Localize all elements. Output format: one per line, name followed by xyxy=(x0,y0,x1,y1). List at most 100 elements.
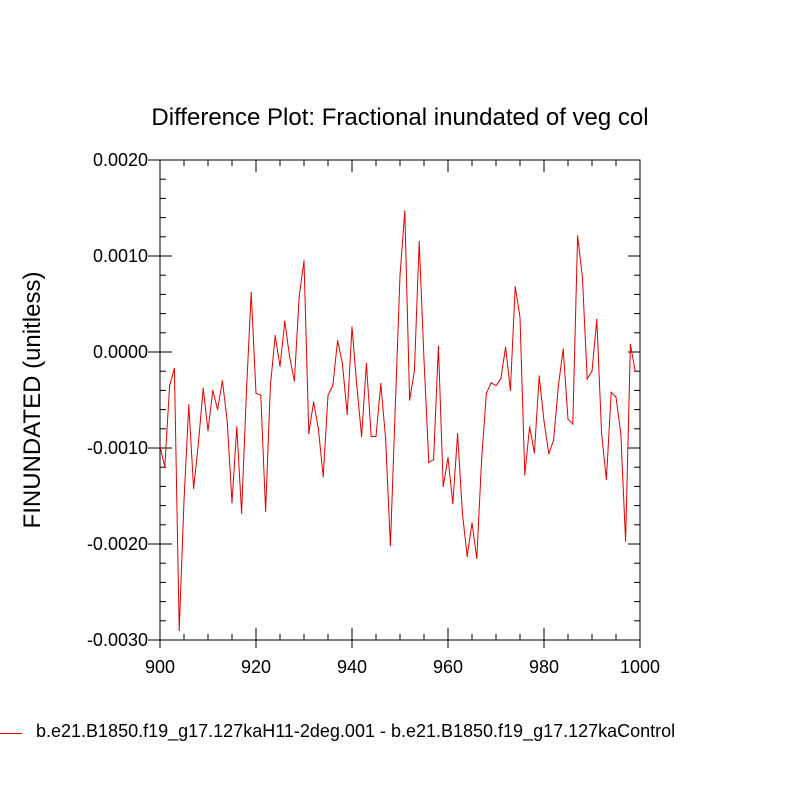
data-point xyxy=(581,276,584,278)
data-point xyxy=(269,385,271,387)
data-point xyxy=(317,428,319,430)
data-point xyxy=(442,485,444,487)
data-point xyxy=(601,433,603,435)
data-point xyxy=(413,370,415,372)
y-tick-label: -0.0030 xyxy=(87,630,148,650)
data-point xyxy=(365,362,367,365)
data-point xyxy=(505,346,507,348)
data-point xyxy=(447,457,449,459)
data-point xyxy=(466,555,468,558)
data-point xyxy=(380,383,382,385)
data-point xyxy=(241,512,243,514)
data-point xyxy=(293,380,295,382)
series-layer xyxy=(159,210,636,632)
data-point xyxy=(265,510,267,512)
data-point xyxy=(625,540,627,542)
data-point xyxy=(433,458,435,461)
data-point xyxy=(586,378,588,380)
data-point xyxy=(255,392,257,394)
x-tick-label: 920 xyxy=(241,657,271,677)
plot-frame xyxy=(159,159,641,641)
x-tick-label: 1000 xyxy=(620,657,660,677)
data-point xyxy=(313,401,315,403)
data-point xyxy=(409,399,411,401)
y-tick-label: 0.0010 xyxy=(93,246,148,266)
data-point xyxy=(351,326,353,328)
y-axis-label: FINUNDATED (unitless) xyxy=(19,272,46,529)
data-point xyxy=(495,385,497,387)
data-point xyxy=(356,385,358,387)
data-point xyxy=(385,437,387,439)
data-point xyxy=(322,476,324,478)
data-point xyxy=(399,274,401,276)
data-point xyxy=(418,241,420,243)
data-point xyxy=(490,382,492,384)
data-point xyxy=(212,389,214,391)
data-point xyxy=(284,320,286,322)
data-point xyxy=(332,385,334,387)
data-point xyxy=(543,420,545,422)
data-point xyxy=(567,418,569,420)
data-point xyxy=(461,512,463,514)
data-point xyxy=(207,430,209,432)
data-point xyxy=(404,210,406,212)
data-point xyxy=(188,404,190,406)
data-point xyxy=(164,466,166,468)
data-point xyxy=(514,286,516,288)
data-point xyxy=(577,235,579,237)
data-point xyxy=(202,387,204,390)
data-point xyxy=(346,413,348,415)
y-tick-label: 0.0000 xyxy=(93,342,148,362)
data-point xyxy=(596,318,598,320)
data-point xyxy=(169,385,171,387)
x-tick-label: 980 xyxy=(529,657,559,677)
data-point xyxy=(437,345,439,347)
data-point xyxy=(221,380,223,382)
data-point xyxy=(327,394,329,396)
data-point xyxy=(226,420,228,422)
data-point xyxy=(394,409,396,411)
data-point xyxy=(183,500,185,502)
legend-label: b.e21.B1850.f19_g17.127kaH11-2deg.001 - … xyxy=(36,721,676,741)
data-point xyxy=(428,461,430,463)
legend: b.e21.B1850.f19_g17.127kaH11-2deg.001 - … xyxy=(0,718,800,748)
x-tick-label: 960 xyxy=(433,657,463,677)
y-tick-label: 0.0020 xyxy=(93,150,148,170)
data-point xyxy=(303,260,305,262)
chart-title: Difference Plot: Fractional inundated of… xyxy=(151,104,648,131)
legend-swatch xyxy=(0,733,22,734)
data-point xyxy=(193,487,195,489)
data-point xyxy=(370,435,372,438)
data-point xyxy=(557,385,560,387)
data-point xyxy=(197,442,199,444)
data-point xyxy=(289,356,291,358)
data-point xyxy=(231,502,233,504)
data-point xyxy=(389,545,391,547)
data-point xyxy=(341,362,343,365)
data-point xyxy=(471,522,473,524)
data-point xyxy=(485,392,487,394)
data-point xyxy=(236,426,238,428)
data-point xyxy=(533,452,536,454)
data-point xyxy=(509,389,511,391)
data-point xyxy=(476,557,478,560)
data-point xyxy=(605,479,608,481)
data-point xyxy=(337,339,339,342)
data-point xyxy=(538,375,540,377)
y-tick-label: -0.0020 xyxy=(87,534,148,554)
data-point xyxy=(457,433,459,435)
data-point xyxy=(620,433,622,435)
data-point xyxy=(634,370,636,372)
data-point xyxy=(548,453,550,455)
data-point xyxy=(524,474,526,476)
data-point xyxy=(519,316,521,319)
data-point xyxy=(591,370,593,372)
series-line-0 xyxy=(159,210,636,631)
data-point xyxy=(629,343,632,345)
data-point xyxy=(500,378,502,380)
data-point xyxy=(572,423,574,425)
data-point xyxy=(298,295,300,297)
data-point xyxy=(173,367,175,369)
data-point xyxy=(375,435,377,438)
data-point xyxy=(260,394,262,396)
